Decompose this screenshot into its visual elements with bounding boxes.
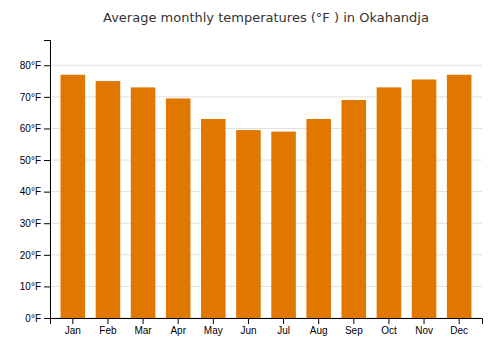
tick-label: 60°F — [20, 123, 41, 134]
y-axis: 0°F 10°F 20°F 30°F 40°F 50°F 60°F 70°F 80°F — [20, 41, 51, 324]
tick-mark — [318, 318, 319, 324]
tick-label: 40°F — [20, 186, 41, 197]
tick-mark — [44, 286, 50, 287]
tick: 40°F — [20, 186, 50, 197]
tick: 10°F — [20, 281, 50, 292]
tick-label: Aug — [310, 325, 328, 336]
tick-label: Nov — [415, 325, 433, 336]
tick-label: Oct — [381, 325, 397, 336]
tick-mark — [44, 160, 50, 161]
tick-mark — [143, 318, 144, 324]
tick-label: Sep — [345, 325, 363, 336]
tick-mark — [44, 65, 50, 66]
bar — [201, 119, 226, 318]
tick-label: May — [204, 325, 223, 336]
bar — [96, 81, 121, 318]
tick: Mar — [134, 318, 152, 336]
tick-label: 80°F — [20, 60, 41, 71]
bar — [377, 87, 402, 318]
tick: 60°F — [20, 123, 50, 134]
bar — [131, 87, 156, 318]
tick-label: Jul — [277, 325, 290, 336]
axis-line — [51, 319, 483, 325]
bar — [447, 75, 472, 318]
tick-label: Jan — [65, 325, 81, 336]
tick-mark — [388, 318, 389, 324]
tick-label: Apr — [170, 325, 186, 336]
tick-mark — [248, 318, 249, 324]
tick: 0°F — [25, 313, 50, 324]
bar — [236, 130, 261, 318]
bar — [61, 75, 86, 318]
tick: 30°F — [20, 218, 50, 229]
tick: May — [204, 318, 223, 336]
tick: 50°F — [20, 155, 50, 166]
tick-label: 30°F — [20, 218, 41, 229]
tick-mark — [44, 223, 50, 224]
axis-line — [44, 41, 51, 319]
tick: Aug — [310, 318, 328, 336]
tick-label: Mar — [134, 325, 152, 336]
tick-mark — [44, 318, 50, 319]
tick-label: 70°F — [20, 92, 41, 103]
tick-mark — [353, 318, 354, 324]
tick-mark — [178, 318, 179, 324]
tick-mark — [459, 318, 460, 324]
tick: Jan — [65, 318, 81, 336]
tick-label: 10°F — [20, 281, 41, 292]
tick-label: Jun — [240, 325, 256, 336]
grid-line — [50, 65, 482, 66]
tick: 80°F — [20, 60, 50, 71]
tick: 20°F — [20, 250, 50, 261]
tick: Nov — [415, 318, 433, 336]
bar — [306, 119, 331, 318]
tick: Apr — [170, 318, 186, 336]
plot: Jan Feb Mar Apr May Jun Jul Aug Sep Oct Nov Dec 0°F 1… — [20, 41, 483, 337]
tick-mark — [44, 97, 50, 98]
tick-label: 50°F — [20, 155, 41, 166]
tick-label: Feb — [99, 325, 117, 336]
tick-mark — [283, 318, 284, 324]
bar — [342, 100, 367, 318]
tick: Feb — [99, 318, 117, 336]
tick: Jul — [277, 318, 290, 336]
tick-label: 0°F — [25, 313, 41, 324]
tick-mark — [44, 128, 50, 129]
bar — [271, 132, 296, 318]
chart: Jan Feb Mar Apr May Jun Jul Aug Sep Oct Nov Dec 0°F 1… — [0, 0, 500, 350]
tick-mark — [107, 318, 108, 324]
tick: 70°F — [20, 92, 50, 103]
tick-mark — [424, 318, 425, 324]
tick-mark — [44, 255, 50, 256]
x-axis: Jan Feb Mar Apr May Jun Jul Aug Sep Oct Nov Dec — [51, 318, 483, 336]
tick-mark — [213, 318, 214, 324]
tick: Jun — [240, 318, 256, 336]
tick: Sep — [345, 318, 363, 336]
tick-label: Dec — [450, 325, 468, 336]
tick: Oct — [381, 318, 397, 336]
bar — [166, 98, 191, 318]
tick-mark — [72, 318, 73, 324]
tick: Dec — [450, 318, 468, 336]
tick-mark — [44, 192, 50, 193]
tick-label: 20°F — [20, 250, 41, 261]
bar — [412, 79, 437, 318]
bars — [61, 75, 472, 318]
grid — [50, 65, 482, 318]
title: Average monthly temperatures (°F ) in Ok… — [103, 10, 429, 25]
